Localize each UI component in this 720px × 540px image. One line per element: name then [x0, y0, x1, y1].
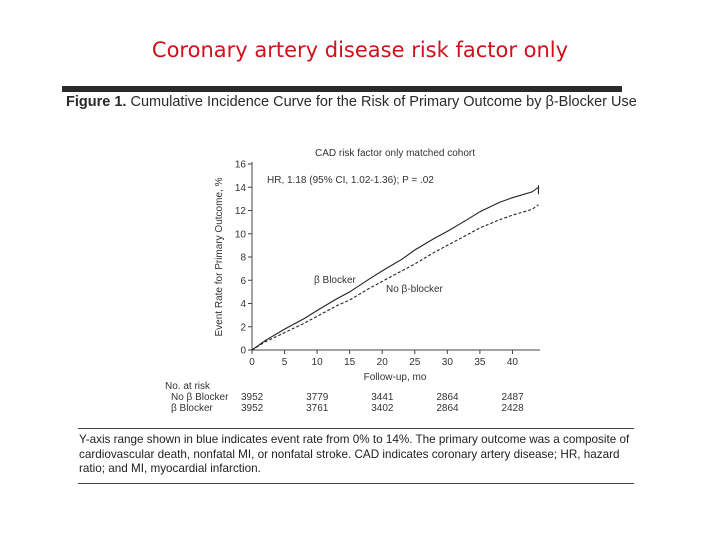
series-label-no-beta-blocker: No β-blocker — [386, 284, 444, 295]
x-tick-label: 10 — [312, 357, 324, 368]
figure-top-rule — [62, 86, 622, 92]
risk-table-count: 2864 — [436, 403, 459, 414]
risk-table-count: 3952 — [241, 392, 264, 403]
y-tick-label: 0 — [240, 346, 246, 357]
x-tick-label: 35 — [474, 357, 486, 368]
hazard-ratio-annotation: HR, 1.18 (95% CI, 1.02-1.36); P = .02 — [267, 175, 434, 186]
y-tick-label: 10 — [235, 229, 247, 240]
risk-table-row-label: No β Blocker — [171, 392, 229, 403]
y-axis-label: Event Rate for Primary Outcome, % — [214, 177, 225, 336]
y-tick-label: 12 — [235, 206, 247, 217]
series-line-beta-blocker — [251, 186, 539, 351]
x-tick-label: 5 — [282, 357, 288, 368]
slide-title: Coronary artery disease risk factor only — [151, 38, 569, 62]
risk-table-count: 2428 — [501, 403, 524, 414]
risk-table-count: 3441 — [371, 392, 394, 403]
figure-title: Cumulative Incidence Curve for the Risk … — [130, 94, 637, 110]
y-tick-label: 4 — [240, 299, 246, 310]
series-label-beta-blocker: β Blocker — [314, 275, 357, 286]
risk-table-count: 3952 — [241, 403, 264, 414]
figure-label: Figure 1. — [66, 94, 127, 110]
chart-title: CAD risk factor only matched cohort — [315, 148, 475, 159]
x-axis-label: Follow-up, mo — [364, 372, 427, 383]
x-tick-label: 30 — [442, 357, 454, 368]
risk-table-count: 3779 — [306, 392, 329, 403]
figure-heading: Figure 1. Cumulative Incidence Curve for… — [66, 94, 637, 110]
risk-table-row-label: β Blocker — [171, 403, 214, 414]
x-tick-label: 25 — [409, 357, 421, 368]
risk-table-header: No. at risk — [165, 381, 211, 392]
risk-table-count: 2487 — [501, 392, 524, 403]
y-tick-label: 16 — [235, 160, 247, 171]
series-line-no-beta-blocker — [251, 204, 539, 351]
y-tick-label: 6 — [240, 276, 246, 287]
figure-caption: Y-axis range shown in blue indicates eve… — [79, 433, 630, 475]
x-tick-label: 15 — [344, 357, 356, 368]
caption-bottom-rule — [78, 483, 634, 484]
x-tick-label: 0 — [249, 357, 255, 368]
y-tick-label: 2 — [240, 322, 246, 333]
x-tick-label: 40 — [507, 357, 519, 368]
y-tick-label: 8 — [240, 253, 246, 264]
x-tick-label: 20 — [377, 357, 389, 368]
y-tick-label: 14 — [235, 183, 247, 194]
risk-table-count: 3402 — [371, 403, 394, 414]
risk-table-count: 2864 — [436, 392, 459, 403]
risk-table-count: 3761 — [306, 403, 329, 414]
caption-top-rule — [78, 428, 634, 429]
